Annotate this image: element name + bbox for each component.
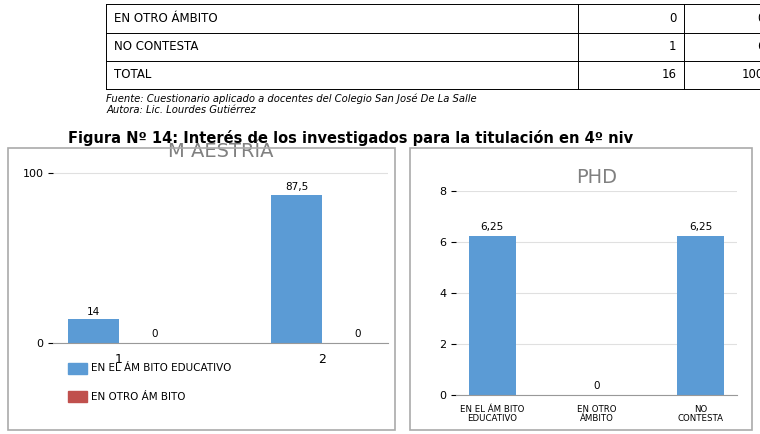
Text: Figura Nº 14: Interés de los investigados para la titulación en 4º niv: Figura Nº 14: Interés de los investigado… (68, 130, 634, 146)
Text: 0: 0 (354, 329, 360, 339)
Bar (677, 236, 724, 395)
Title: M AESTRÍA: M AESTRÍA (168, 141, 273, 161)
Text: 0: 0 (151, 329, 158, 339)
Text: NO CONTESTA: NO CONTESTA (114, 40, 198, 53)
Text: 14: 14 (87, 306, 100, 316)
Title: PHD: PHD (576, 168, 617, 187)
Text: 100.00: 100.00 (742, 69, 760, 81)
Text: 1: 1 (669, 40, 676, 53)
Text: TOTAL: TOTAL (114, 69, 151, 81)
Text: 0: 0 (669, 12, 676, 25)
Bar (469, 236, 516, 395)
Text: 6,25: 6,25 (689, 222, 713, 232)
Text: 16: 16 (661, 69, 676, 81)
Text: 6,25: 6,25 (480, 222, 504, 232)
Text: 0: 0 (594, 381, 600, 391)
Text: Fuente: Cuestionario aplicado a docentes del Colegio San José De La Salle
Autora: Fuente: Cuestionario aplicado a docentes… (106, 93, 477, 115)
Text: EN OTRO ÁMBITO: EN OTRO ÁMBITO (114, 12, 217, 25)
Bar (68, 319, 119, 343)
Text: 0.00: 0.00 (757, 12, 760, 25)
Bar (271, 194, 321, 343)
Text: EN OTRO ÁM BITO: EN OTRO ÁM BITO (91, 391, 185, 402)
Text: EN EL ÁM BITO EDUCATIVO: EN EL ÁM BITO EDUCATIVO (91, 363, 232, 374)
Text: 87,5: 87,5 (285, 182, 308, 192)
Text: 6.25: 6.25 (757, 40, 760, 53)
